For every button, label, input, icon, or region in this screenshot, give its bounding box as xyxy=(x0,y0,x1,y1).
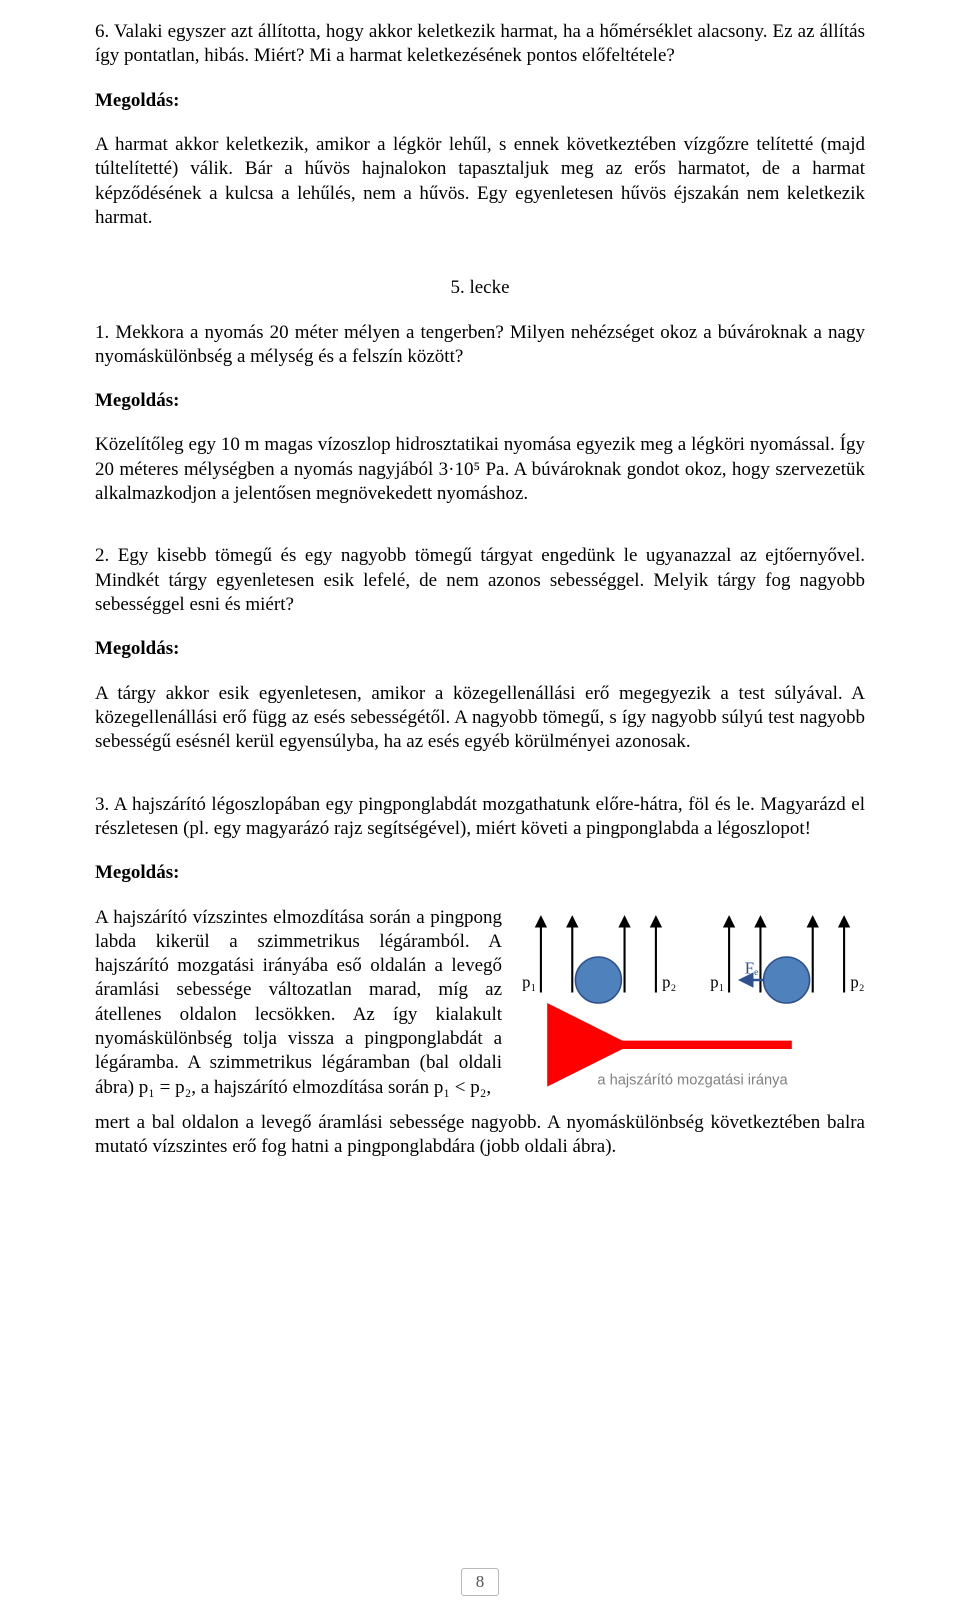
answer-1: Közelítőleg egy 10 m magas vízoszlop hid… xyxy=(95,433,865,506)
svg-text:p₂: p₂ xyxy=(850,972,864,991)
svg-text:Fₑ: Fₑ xyxy=(745,958,759,977)
question-2: 2. Egy kisebb tömegű és egy nagyobb töme… xyxy=(95,544,865,617)
svg-text:p₂: p₂ xyxy=(662,972,676,991)
answer-2: A tárgy akkor esik egyenletesen, amikor … xyxy=(95,682,865,755)
page: 6. Valaki egyszer azt állította, hogy ak… xyxy=(0,0,960,1622)
solution-label: Megoldás: xyxy=(95,861,865,885)
answer-6: A harmat akkor keletkezik, amikor a légk… xyxy=(95,133,865,230)
page-number: 8 xyxy=(461,1568,499,1596)
figure-svg: p₁ p₂ p₁ p₂ Fₑ a hajszárító mozgatási iránya xyxy=(520,908,865,1098)
answer-3-part2: mert a bal oldalon a levegő áramlási seb… xyxy=(95,1111,865,1160)
question-1: 1. Mekkora a nyomás 20 méter mélyen a te… xyxy=(95,321,865,370)
solution-label: Megoldás: xyxy=(95,637,865,661)
question-3: 3. A hajszárító légoszlopában egy pingpo… xyxy=(95,793,865,842)
lesson-heading: 5. lecke xyxy=(95,276,865,300)
svg-text:a hajszárító mozgatási iránya: a hajszárító mozgatási iránya xyxy=(597,1072,788,1088)
question-6: 6. Valaki egyszer azt állította, hogy ak… xyxy=(95,20,865,69)
solution-label: Megoldás: xyxy=(95,89,865,113)
svg-text:p₁: p₁ xyxy=(522,972,536,991)
svg-text:p₁: p₁ xyxy=(710,972,724,991)
solution-label: Megoldás: xyxy=(95,389,865,413)
figure-pingpong: p₁ p₂ p₁ p₂ Fₑ a hajszárító mozgatási iránya xyxy=(520,908,865,1105)
